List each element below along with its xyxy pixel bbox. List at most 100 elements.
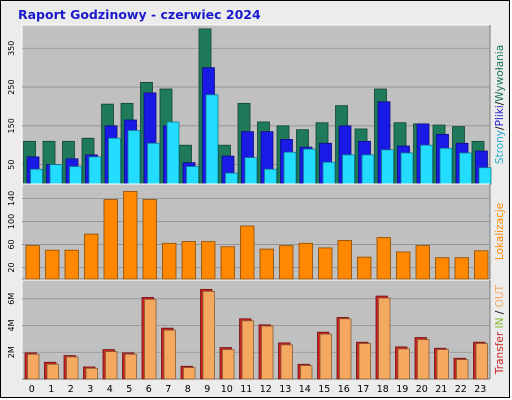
bar-out-17 — [358, 343, 371, 380]
x-tick-label-hour: 23 — [474, 384, 486, 395]
bar-out-18 — [378, 297, 391, 380]
bar-strony-0 — [30, 168, 43, 185]
bar-lokalizacje-12 — [259, 248, 274, 280]
bar-out-7 — [163, 329, 176, 380]
bar-lokalizacje-14 — [298, 242, 313, 280]
bar-strony-21 — [439, 147, 453, 185]
bar-out-12 — [261, 325, 274, 380]
x-tick-label-hour: 11 — [240, 384, 252, 395]
y-tick-label: 140 — [7, 191, 16, 206]
bar-strony-11 — [244, 157, 258, 185]
side-label-part: Wywołania — [494, 45, 506, 102]
bar-lokalizacje-16 — [337, 240, 352, 280]
y-tick-label: 60 — [7, 239, 16, 249]
x-tick-label-hour: 2 — [68, 384, 74, 395]
bar-strony-15 — [322, 161, 336, 185]
bar-out-5 — [124, 353, 137, 380]
chart-title: Raport Godzinowy - czerwiec 2024 — [18, 7, 261, 22]
bar-out-9 — [202, 290, 215, 380]
panel-background — [22, 184, 490, 279]
bar-lokalizacje-1 — [45, 249, 60, 280]
bar-lokalizacje-2 — [64, 249, 79, 280]
bar-strony-4 — [108, 137, 121, 185]
side-label-part: Strony — [494, 130, 506, 164]
bar-out-16 — [339, 318, 352, 380]
bar-strony-6 — [147, 142, 160, 185]
x-tick-label-hour: 4 — [107, 384, 113, 395]
bar-strony-5 — [127, 130, 141, 185]
y-tick-label: 150 — [7, 118, 16, 133]
bar-lokalizacje-15 — [318, 247, 333, 280]
bar-lokalizacje-10 — [220, 246, 235, 280]
side-label-part: / — [494, 307, 506, 317]
bar-strony-14 — [303, 148, 316, 185]
bar-lokalizacje-0 — [25, 245, 40, 280]
y-tick-label: 350 — [7, 41, 16, 56]
x-tick-label-hour: 0 — [29, 384, 35, 395]
x-tick-label-hour: 3 — [87, 384, 93, 395]
x-tick-label-hour: 8 — [185, 384, 191, 395]
y-tick-label: 250 — [7, 79, 16, 94]
bar-lokalizacje-11 — [240, 225, 255, 280]
bar-strony-1 — [49, 164, 63, 185]
bar-strony-2 — [69, 166, 82, 185]
bar-lokalizacje-5 — [123, 191, 138, 280]
side-label-part: / — [494, 101, 506, 105]
side-label-part: Pliki — [494, 105, 506, 126]
side-label: Lokalizacje — [494, 203, 506, 260]
bar-strony-19 — [400, 152, 414, 185]
bar-out-21 — [436, 349, 449, 380]
bar-out-22 — [456, 359, 469, 380]
x-tick-label-hour: 6 — [146, 384, 152, 395]
x-tick-label-hour: 10 — [221, 384, 233, 395]
bar-strony-10 — [225, 172, 238, 185]
bar-strony-22 — [459, 152, 472, 185]
bar-lokalizacje-22 — [454, 257, 469, 280]
bar-out-19 — [397, 348, 410, 380]
bar-lokalizacje-4 — [103, 199, 118, 280]
x-tick-label-hour: 5 — [126, 384, 132, 395]
bar-out-13 — [280, 344, 293, 380]
panel-background — [22, 280, 490, 379]
x-tick-label-hour: 9 — [204, 384, 210, 395]
x-tick-label-hour: 13 — [279, 384, 291, 395]
bar-lokalizacje-20 — [415, 245, 430, 280]
bar-out-8 — [183, 367, 196, 380]
y-tick-label: 50 — [7, 160, 16, 170]
bar-lokalizacje-17 — [357, 256, 372, 280]
side-label-part: Lokalizacje — [494, 203, 506, 260]
bar-out-3 — [85, 367, 98, 380]
bar-strony-18 — [381, 149, 394, 185]
bar-strony-16 — [342, 154, 355, 185]
y-tick-label: 20 — [7, 262, 16, 272]
bar-strony-20 — [420, 144, 433, 185]
bar-strony-9 — [205, 94, 219, 185]
bar-lokalizacje-13 — [279, 245, 294, 280]
bar-strony-8 — [186, 166, 199, 185]
y-tick-label: 100 — [7, 214, 16, 229]
bar-out-23 — [475, 343, 488, 380]
y-tick-label: 4M — [7, 319, 16, 331]
bar-strony-13 — [283, 151, 297, 185]
x-tick-label-hour: 17 — [357, 384, 369, 395]
bar-out-10 — [222, 349, 235, 380]
x-tick-label-hour: 15 — [318, 384, 330, 395]
bar-out-4 — [105, 351, 118, 380]
x-tick-label-hour: 7 — [165, 384, 171, 395]
bar-lokalizacje-7 — [162, 242, 177, 280]
bar-out-20 — [417, 339, 430, 380]
bar-out-0 — [27, 353, 40, 380]
bar-lokalizacje-6 — [142, 199, 157, 280]
bar-out-2 — [66, 356, 79, 380]
y-tick-label: 6M — [7, 293, 16, 305]
bar-lokalizacje-3 — [84, 233, 99, 280]
x-tick-label-hour: 21 — [435, 384, 447, 395]
x-tick-label-hour: 16 — [338, 384, 350, 395]
bar-strony-17 — [361, 154, 375, 185]
y-tick-label: 2M — [7, 346, 16, 358]
bar-out-6 — [144, 298, 157, 380]
bar-out-11 — [241, 320, 254, 380]
side-label-part: IN — [494, 318, 506, 329]
x-tick-label-hour: 1 — [48, 384, 54, 395]
